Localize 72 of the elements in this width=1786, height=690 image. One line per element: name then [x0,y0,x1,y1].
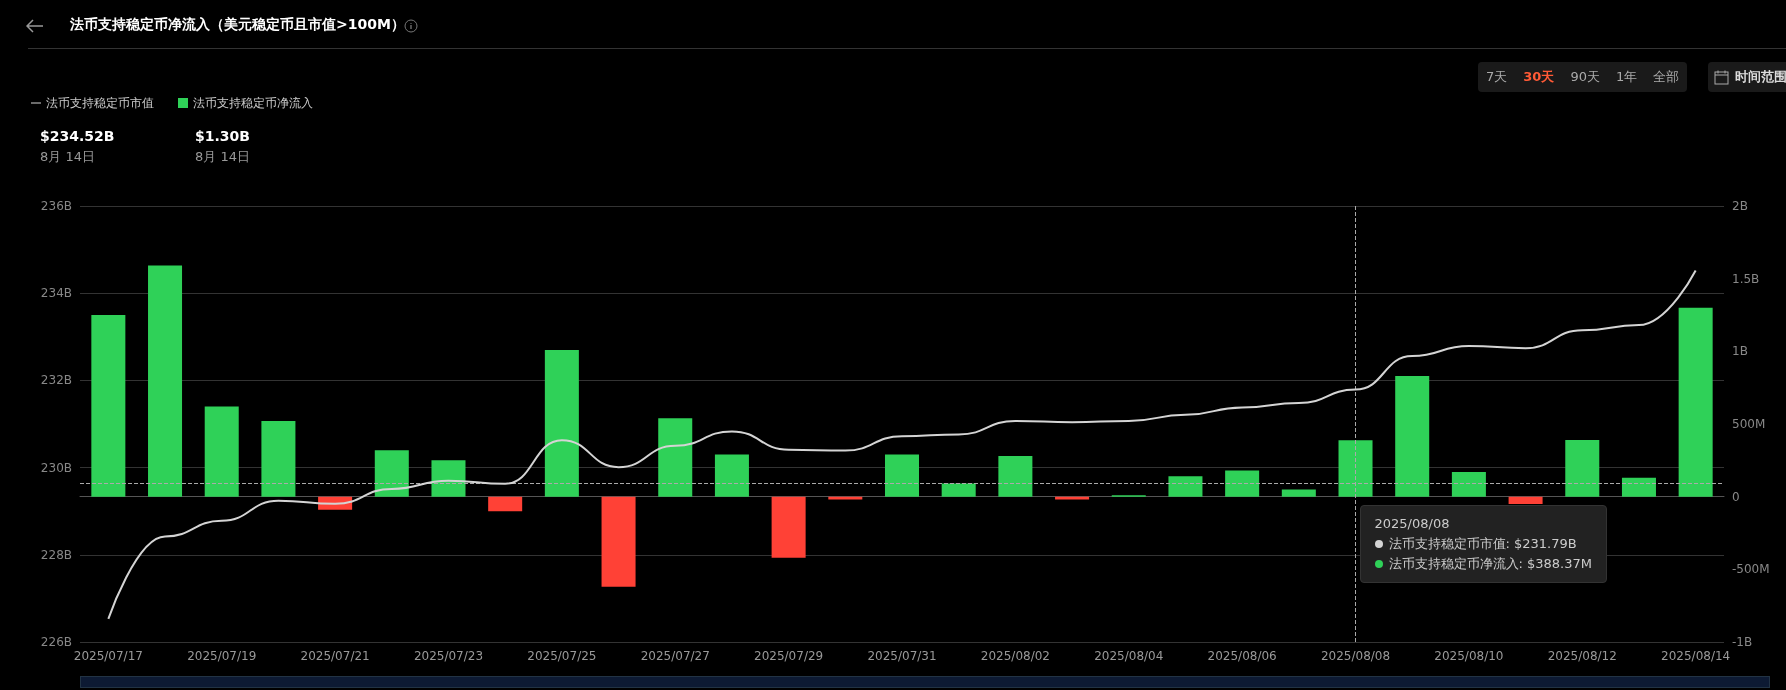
y-tick-label: 236B [40,199,72,213]
text: 1年 [1615,68,1638,86]
bar [431,460,466,497]
y-tick-label: 226B [40,635,72,649]
y2-tick-label: 500M [1732,417,1766,431]
x-tick-label: 2025/08/10 [1434,649,1504,663]
annotation: 法币支持稳定币净流入: $388.37M [1388,556,1593,571]
text: 30天 [1523,68,1555,86]
text: 时间范围 [1735,68,1786,86]
legend-label: 法币支持稳定币市值 [46,96,154,110]
bar [1338,440,1373,497]
bar [1225,470,1260,497]
x-tick-label: 2025/07/23 [413,649,484,663]
bar [1281,489,1316,497]
bar [1508,496,1543,504]
x-tick-label: 2025/08/08 [1320,649,1391,663]
x-tick-label: 2025/07/25 [527,649,597,663]
bar [714,454,749,497]
bar [488,496,523,512]
x-tick-label: 2025/07/31 [867,649,937,663]
text: 全部 [1653,68,1680,86]
y2-tick-label: -1B [1732,635,1753,649]
text: 7天 [1486,68,1508,86]
bar [261,421,296,497]
x-tick-label: 2025/07/21 [300,649,370,663]
x-tick-label: 2025/07/17 [73,649,143,663]
x-tick-label: 2025/07/27 [640,649,710,663]
bar [1395,376,1430,497]
x-tick-label: 2025/08/14 [1661,649,1731,663]
bar [148,265,183,497]
bar [828,496,863,500]
text: 8月 14日 [40,148,95,166]
y-tick-label: 232B [40,373,72,388]
legend-label: 法币支持稳定币净流入 [193,96,313,110]
y2-tick-label: -500M [1732,562,1770,577]
annotation: 法币支持稳定币市值: $231.79B [1388,536,1577,551]
y2-tick-label: 2B [1732,199,1748,213]
bar [1565,439,1600,497]
y2-tick-label: 1.5B [1732,271,1760,286]
y2-tick-label: 1B [1732,344,1748,359]
text: $1.30B [195,128,250,144]
bar [1621,477,1656,497]
bar [771,496,806,558]
bar [601,496,636,587]
x-tick-label: 2025/08/12 [1547,649,1617,663]
bar [204,406,239,497]
y-tick-label: 234B [40,286,72,301]
bar [91,315,126,497]
x-tick-label: 2025/08/04 [1094,649,1164,663]
x-tick-label: 2025/07/19 [187,649,257,663]
bar [941,483,976,497]
y-tick-label: 230B [40,460,72,475]
bar [884,454,920,497]
line-series [107,269,1697,620]
y-tick-label: 228B [40,547,72,562]
bar [374,450,409,497]
tooltip-card: 2025/08/08 法币支持稳定币市值: $231.79B 法币支持稳定币净流入: $388.37M [1359,505,1607,583]
bar [1678,307,1713,497]
bar [1055,496,1090,500]
bar [1168,476,1203,497]
text: $234.52B [40,128,115,144]
text: 8月 14日 [195,148,250,166]
bar [544,349,579,497]
bar [998,455,1033,497]
bar [1451,471,1486,497]
x-tick-label: 2025/08/06 [1207,649,1277,663]
chart-title: 法币支持稳定币净流入（美元稳定币且市值>100M） [70,16,405,34]
y2-tick-label: 0 [1732,489,1740,504]
x-tick-label: 2025/08/02 [980,649,1050,663]
text: 90天 [1570,68,1600,86]
bar [658,418,693,497]
x-tick-label: 2025/07/29 [754,649,824,663]
